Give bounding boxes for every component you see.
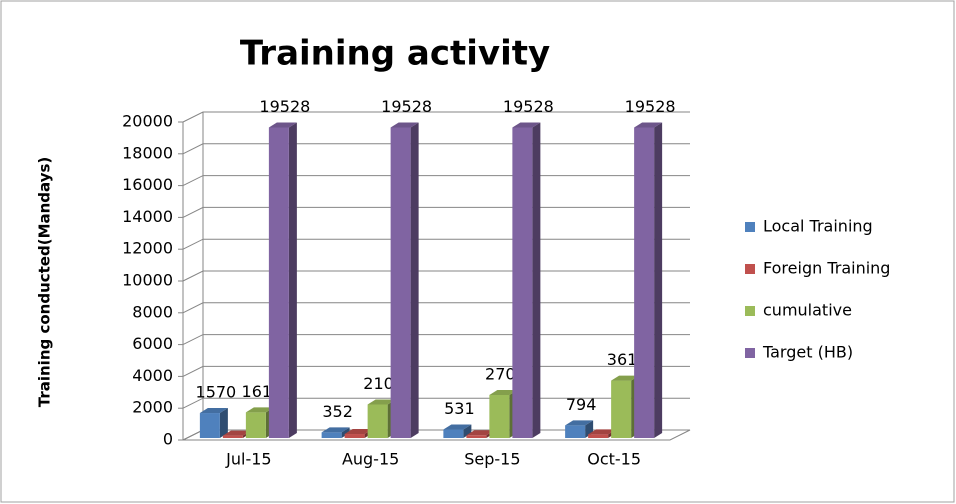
data-label: 19528 — [259, 97, 310, 116]
data-label: 1570 — [196, 383, 237, 402]
data-label: 19528 — [381, 97, 432, 116]
bar — [222, 435, 243, 438]
bar — [367, 404, 388, 438]
bar — [512, 127, 533, 439]
x-tick-label: Jul-15 — [225, 450, 271, 469]
y-tick-label: 4000 — [132, 366, 173, 385]
bar-top — [321, 427, 350, 433]
y-tick-label: 2000 — [132, 398, 173, 417]
y-tick-label: 14000 — [122, 207, 173, 226]
y-tick-label: 0 — [163, 430, 173, 449]
bar-top — [634, 122, 663, 128]
legend-swatch — [745, 306, 755, 316]
bar-top — [390, 122, 419, 128]
bar — [321, 432, 342, 438]
bar — [390, 127, 411, 439]
bar-side — [532, 122, 541, 439]
bar — [588, 434, 609, 438]
legend-label: cumulative — [763, 301, 852, 320]
y-tick-label: 20000 — [122, 112, 173, 131]
y-tick-label: 10000 — [122, 271, 173, 290]
bar-top — [588, 429, 617, 435]
bar — [443, 429, 464, 438]
y-tick-label: 12000 — [122, 239, 173, 258]
bar-side — [288, 122, 297, 439]
bar — [634, 127, 655, 439]
bar-top — [611, 375, 640, 381]
y-axis-label: Training conducted(Mandays) — [36, 157, 54, 408]
bar-side — [219, 408, 228, 438]
bar-top — [466, 430, 495, 436]
bar-top — [199, 408, 228, 414]
bar-side — [410, 122, 419, 439]
chart-title: Training activity — [240, 34, 550, 74]
y-tick-label: 16000 — [122, 175, 173, 194]
bar — [489, 394, 510, 438]
bar-top — [268, 122, 297, 128]
data-label: 531 — [444, 399, 475, 418]
bar-top — [245, 407, 274, 413]
data-label: 19528 — [503, 97, 554, 116]
legend-label: Foreign Training — [763, 259, 890, 278]
bar — [344, 434, 365, 438]
bar-top — [512, 122, 541, 128]
bar-top — [222, 430, 251, 436]
legend-swatch — [745, 264, 755, 274]
y-tick-label: 8000 — [132, 302, 173, 321]
bar — [565, 425, 586, 438]
bar — [611, 380, 632, 438]
legend-swatch — [745, 348, 755, 358]
legend-swatch — [745, 222, 755, 232]
data-label: 19528 — [625, 97, 676, 116]
legend-label: Target (HB) — [762, 343, 853, 362]
bar-side — [341, 427, 350, 438]
bar-top — [367, 399, 396, 405]
legend-label: Local Training — [763, 217, 873, 236]
bar — [245, 412, 266, 438]
bar-top — [489, 389, 518, 395]
bar-top — [443, 424, 472, 430]
bar-side — [654, 122, 663, 439]
bar-side — [463, 424, 472, 438]
bar — [268, 127, 289, 439]
bar — [466, 435, 487, 438]
y-tick-label: 18000 — [122, 143, 173, 162]
y-tick-label: 6000 — [132, 334, 173, 353]
grid-line — [182, 111, 690, 123]
data-label: 352 — [322, 402, 353, 421]
x-tick-label: Aug-15 — [342, 450, 399, 469]
bar-top — [565, 420, 594, 426]
bar-top — [344, 429, 373, 435]
bar — [199, 413, 220, 438]
x-tick-label: Sep-15 — [464, 450, 520, 469]
x-tick-label: Oct-15 — [587, 450, 641, 469]
data-label: 794 — [566, 395, 597, 414]
